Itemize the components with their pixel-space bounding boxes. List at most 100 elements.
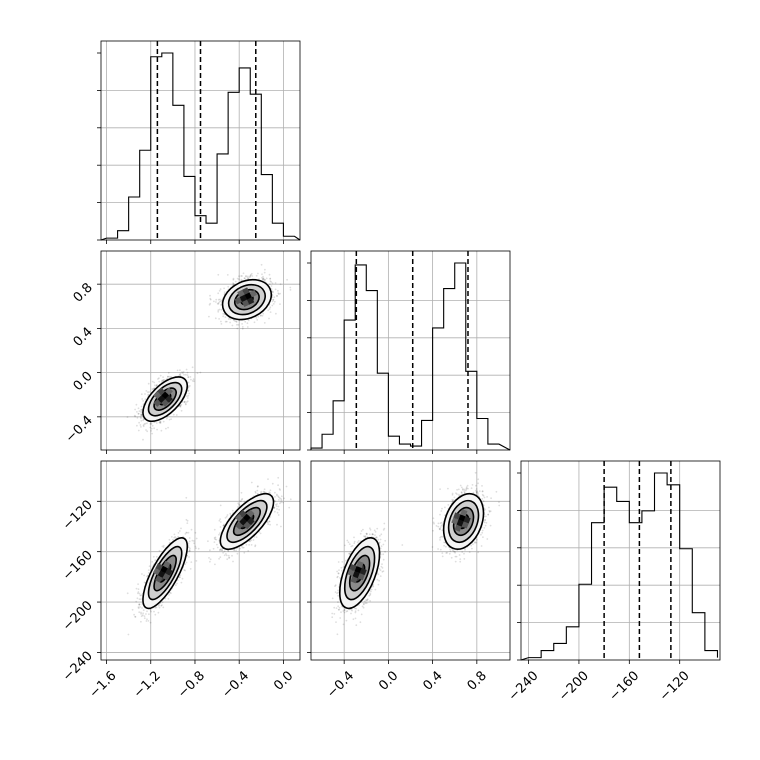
scatter-point bbox=[277, 496, 280, 499]
scatter-point bbox=[279, 292, 281, 295]
scatter-point bbox=[167, 371, 170, 374]
scatter-point bbox=[275, 503, 277, 506]
scatter-point bbox=[190, 561, 193, 563]
scatter-point bbox=[156, 428, 159, 431]
scatter-point bbox=[140, 413, 143, 416]
scatter-point bbox=[142, 425, 145, 428]
density-cell bbox=[249, 289, 257, 298]
scatter-point bbox=[260, 263, 263, 266]
scatter-point bbox=[154, 607, 157, 609]
scatter-point bbox=[277, 495, 280, 498]
scatter-point bbox=[216, 546, 219, 549]
scatter-point bbox=[227, 285, 230, 288]
scatter-point bbox=[272, 290, 274, 293]
scatter-point bbox=[187, 376, 190, 378]
scatter-point bbox=[268, 273, 271, 276]
scatter-point bbox=[246, 276, 249, 279]
scatter-point bbox=[194, 531, 197, 534]
scatter-point bbox=[167, 598, 170, 600]
scatter-point bbox=[209, 298, 212, 301]
scatter-point bbox=[276, 295, 278, 297]
scatter-point bbox=[141, 573, 143, 575]
scatter-point bbox=[135, 600, 138, 603]
scatter-point bbox=[229, 512, 232, 515]
scatter-point bbox=[172, 413, 175, 416]
scatter-point bbox=[208, 315, 210, 318]
scatter-point bbox=[249, 275, 252, 278]
scatter-point bbox=[148, 391, 151, 393]
scatter-point bbox=[223, 554, 226, 557]
scatter-point bbox=[174, 536, 177, 538]
scatter-point bbox=[221, 548, 223, 550]
scatter-point bbox=[168, 375, 171, 378]
scatter-point bbox=[274, 510, 276, 513]
scatter-point bbox=[218, 519, 221, 522]
scatter-point bbox=[182, 535, 185, 538]
scatter-point bbox=[269, 492, 272, 494]
scatter-point bbox=[251, 275, 254, 277]
scatter-point bbox=[219, 549, 221, 552]
scatter-point bbox=[144, 393, 146, 395]
scatter-point bbox=[155, 606, 158, 609]
scatter-point bbox=[161, 379, 163, 382]
scatter-point bbox=[235, 320, 238, 322]
scatter-point bbox=[270, 281, 273, 283]
scatter-point bbox=[179, 369, 181, 371]
scatter-point bbox=[271, 300, 274, 303]
scatter-point bbox=[260, 314, 262, 317]
scatter-point bbox=[193, 380, 195, 383]
scatter-point bbox=[238, 504, 241, 507]
scatter-point bbox=[188, 540, 191, 543]
scatter-point bbox=[217, 310, 220, 313]
scatter-point bbox=[270, 285, 273, 287]
scatter-point bbox=[150, 610, 152, 613]
scatter-point bbox=[255, 274, 258, 277]
scatter-point bbox=[180, 527, 182, 530]
scatter-point bbox=[254, 545, 256, 548]
scatter-point bbox=[216, 302, 219, 305]
scatter-point bbox=[155, 385, 158, 387]
scatter-point bbox=[259, 532, 262, 535]
scatter-point bbox=[219, 556, 222, 559]
scatter-point bbox=[235, 549, 238, 552]
scatter-point bbox=[280, 501, 282, 504]
scatter-point bbox=[143, 615, 146, 617]
scatter-point bbox=[208, 557, 210, 559]
scatter-point bbox=[185, 518, 188, 521]
scatter-point bbox=[240, 491, 243, 494]
density-cell bbox=[244, 292, 252, 300]
scatter-point bbox=[243, 551, 246, 554]
scatter-point bbox=[241, 326, 244, 328]
scatter-point bbox=[262, 277, 265, 280]
scatter-point bbox=[136, 424, 138, 427]
scatter-point bbox=[158, 603, 161, 606]
scatter-point bbox=[216, 543, 218, 546]
scatter-point bbox=[246, 322, 249, 325]
scatter-point bbox=[268, 317, 270, 320]
scatter-points bbox=[126, 476, 292, 636]
scatter-point bbox=[135, 403, 138, 406]
scatter-point bbox=[186, 397, 189, 399]
scatter-point bbox=[170, 592, 172, 595]
scatter-point bbox=[267, 478, 269, 480]
scatter-point bbox=[126, 592, 129, 595]
scatter-point bbox=[278, 499, 280, 501]
scatter-point bbox=[208, 303, 211, 306]
scatter-point bbox=[240, 275, 243, 277]
scatter-point bbox=[153, 610, 155, 613]
scatter-point bbox=[250, 544, 253, 546]
scatter-point bbox=[250, 272, 253, 275]
density-cell bbox=[153, 399, 162, 407]
scatter-point bbox=[146, 575, 148, 578]
scatter-point bbox=[219, 548, 222, 551]
scatter-point bbox=[278, 508, 280, 511]
scatter-point bbox=[219, 526, 222, 528]
scatter-point bbox=[235, 321, 238, 323]
y-tick-label: 0.4 bbox=[71, 325, 96, 350]
scatter-point bbox=[134, 415, 137, 418]
scatter-point bbox=[186, 374, 189, 376]
scatter-point bbox=[155, 384, 158, 386]
scatter-point bbox=[260, 490, 263, 493]
scatter-point bbox=[231, 554, 233, 557]
scatter-point bbox=[150, 430, 153, 432]
